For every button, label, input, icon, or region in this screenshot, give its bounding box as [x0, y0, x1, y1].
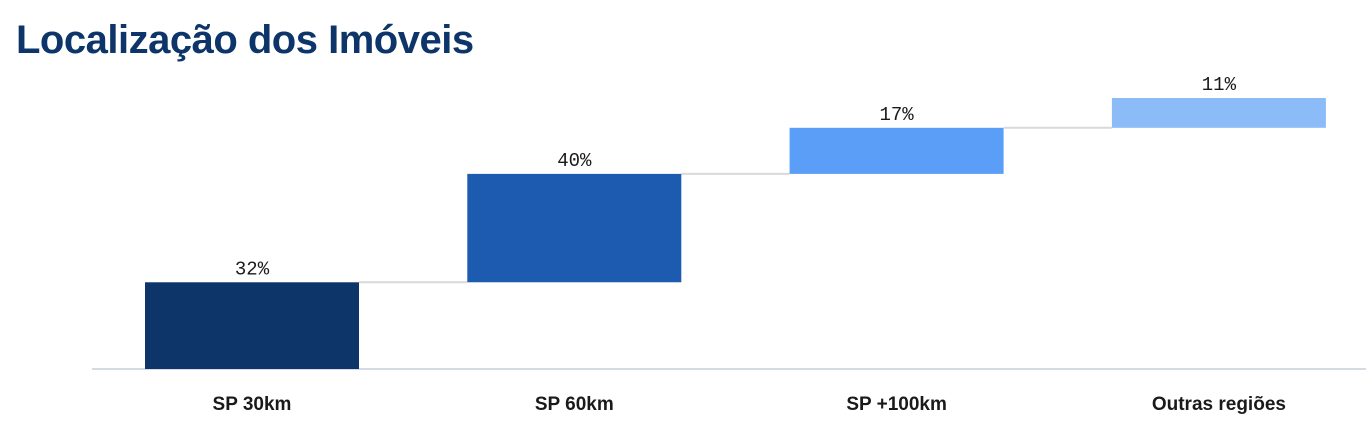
category-label: SP 60km	[535, 394, 614, 415]
bar-sp-30km	[145, 282, 359, 369]
bar-sp-100km	[789, 127, 1004, 174]
data-label: 17%	[879, 104, 914, 126]
bar-sp-60km	[467, 173, 682, 283]
category-label: Outras regiões	[1152, 394, 1286, 415]
data-label: 32%	[235, 258, 270, 280]
data-label: 40%	[557, 150, 592, 172]
chart-title: Localização dos Imóveis	[16, 18, 474, 62]
category-label: SP 30km	[213, 394, 292, 415]
bar-outras-regi-es	[1111, 98, 1326, 128]
data-label: 11%	[1202, 74, 1237, 96]
category-label: SP +100km	[846, 394, 947, 415]
